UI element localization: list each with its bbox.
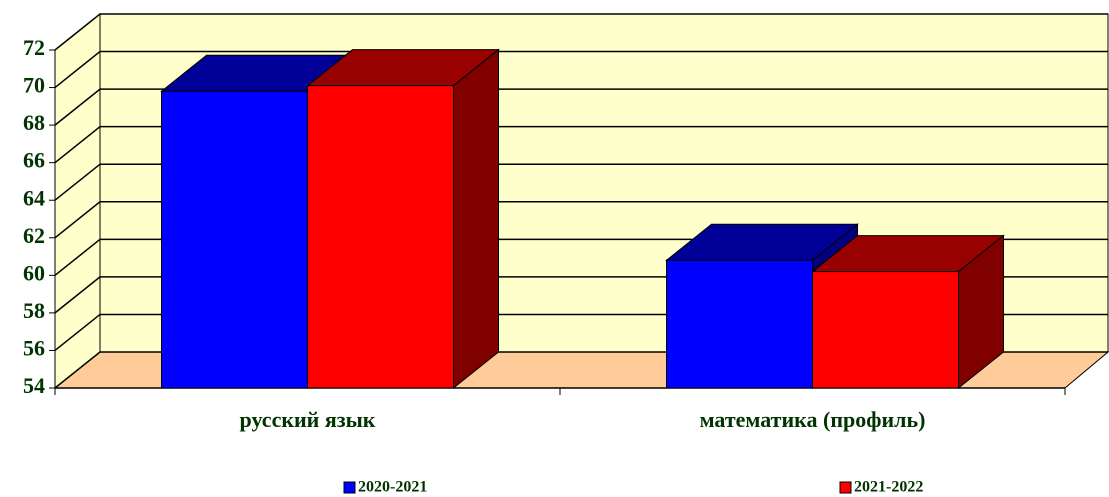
grid-line	[54, 125, 1108, 164]
y-tick-label: 68	[23, 110, 45, 135]
y-tick-label: 60	[23, 260, 45, 285]
grid-line	[54, 50, 1108, 89]
y-tick-label: 56	[23, 335, 45, 360]
legend-label: 2021-2022	[854, 479, 923, 496]
bar	[161, 90, 308, 389]
x-tick-label: русский язык	[240, 407, 376, 432]
legend-swatch	[839, 481, 852, 494]
y-tick-label: 70	[23, 73, 45, 98]
y-tick-label: 54	[23, 373, 45, 398]
grid-line	[54, 163, 1108, 201]
legend-label: 2020-2021	[358, 479, 427, 496]
legend-swatch	[343, 481, 356, 494]
y-tick-label: 66	[23, 148, 45, 173]
bar	[307, 85, 454, 389]
grid-line	[54, 201, 1108, 239]
grid-line	[54, 88, 1108, 126]
bar	[666, 259, 813, 389]
grid-line	[54, 13, 1108, 51]
y-tick-label: 64	[23, 185, 45, 210]
bar	[812, 271, 959, 389]
y-tick-label: 62	[23, 223, 45, 248]
x-tick-label: математика (профиль)	[700, 407, 926, 432]
bar-side	[453, 48, 499, 390]
y-tick-label: 58	[23, 298, 45, 323]
y-tick-label: 72	[23, 35, 45, 60]
